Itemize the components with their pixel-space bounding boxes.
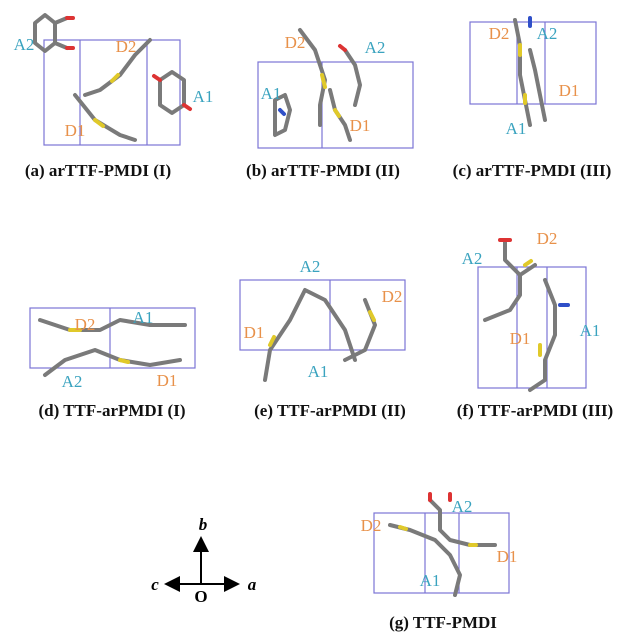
label: D1 [244,323,265,342]
caption: (c) arTTF-PMDI (III) [453,161,612,180]
label: A2 [365,38,386,57]
label: D1 [497,547,518,566]
figure: A2 D2 A1 D1 (a) arTTF-PMDI (I) D2 A2 A1 … [0,0,625,634]
label: D2 [537,229,558,248]
label: A1 [420,571,441,590]
label: A1 [506,119,527,138]
label: A1 [193,87,214,106]
label: A1 [261,84,282,103]
panel-d: D2 A1 A2 D1 (d) TTF-arPMDI (I) [30,308,195,420]
caption: (e) TTF-arPMDI (II) [254,401,406,420]
label: A2 [462,249,483,268]
label: D1 [510,329,531,348]
label: D1 [65,121,86,140]
label: D2 [116,37,137,56]
panel-a: A2 D2 A1 D1 (a) arTTF-PMDI (I) [14,15,214,180]
label: D1 [157,371,178,390]
panel-e: A2 D2 D1 A1 (e) TTF-arPMDI (II) [240,257,406,420]
caption: (d) TTF-arPMDI (I) [39,401,186,420]
axis-origin: O [194,587,207,606]
label: D2 [75,315,96,334]
label: A1 [580,321,601,340]
label: D2 [285,33,306,52]
panel-c: D2 A2 D1 A1 (c) arTTF-PMDI (III) [453,18,612,180]
panel-g: D2 A2 D1 A1 (g) TTF-PMDI [361,494,518,632]
axes-indicator: b c a O [151,515,257,606]
caption: (f) TTF-arPMDI (III) [457,401,613,420]
label: A2 [452,497,473,516]
label: A2 [537,24,558,43]
label: A2 [300,257,321,276]
label: A1 [308,362,329,381]
axis-label: b [199,515,208,534]
label: A2 [62,372,83,391]
axis-label: c [151,575,159,594]
label: D1 [559,81,580,100]
axis-label: a [248,575,257,594]
label: D2 [361,516,382,535]
caption: (b) arTTF-PMDI (II) [246,161,400,180]
panel-f: D2 A2 D1 A1 (f) TTF-arPMDI (III) [457,229,613,420]
label: D2 [489,24,510,43]
label: D2 [382,287,403,306]
label: D1 [350,116,371,135]
caption: (g) TTF-PMDI [389,613,497,632]
label: A1 [133,308,154,327]
caption: (a) arTTF-PMDI (I) [25,161,171,180]
panel-b: D2 A2 A1 D1 (b) arTTF-PMDI (II) [246,30,413,180]
label: A2 [14,35,35,54]
